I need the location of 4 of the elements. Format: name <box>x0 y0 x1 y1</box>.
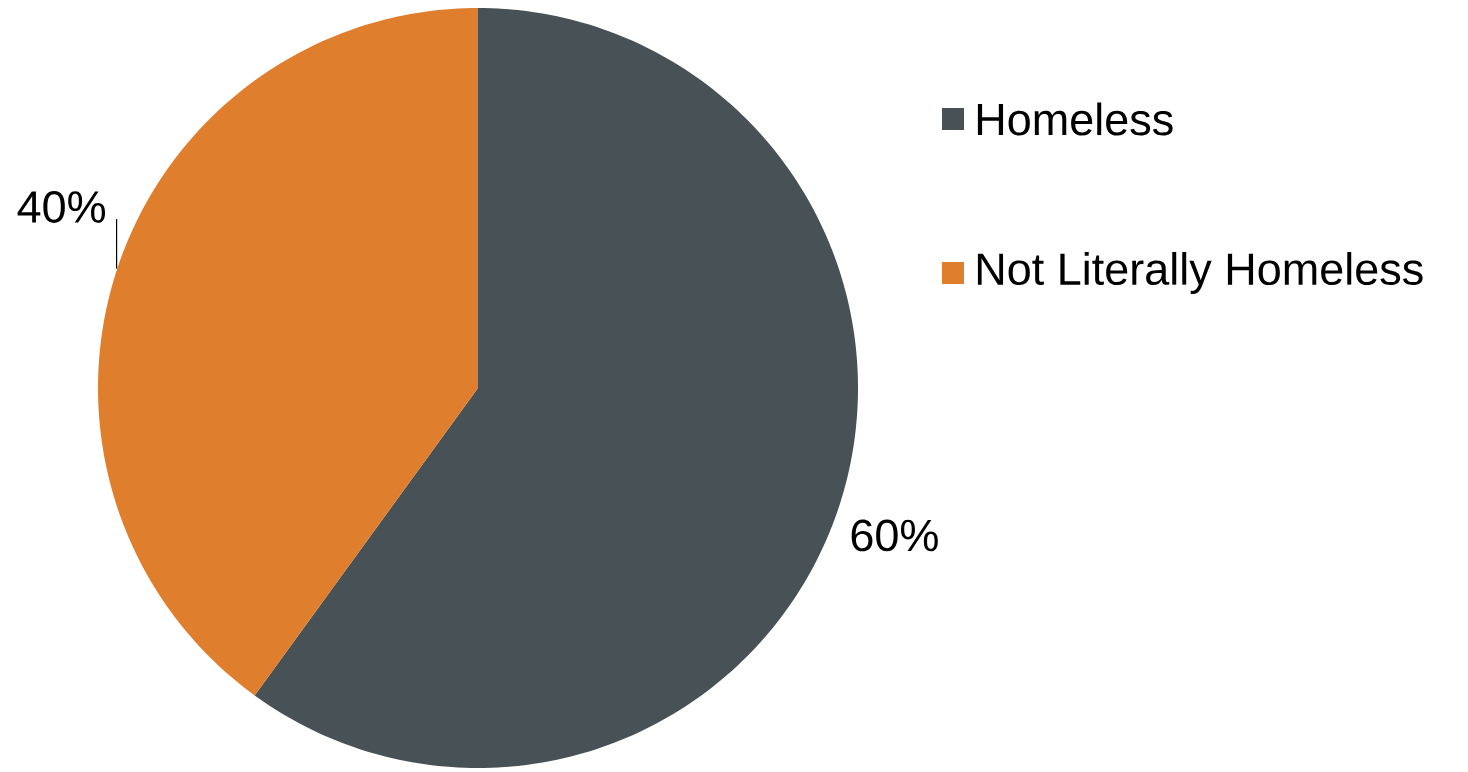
data-label: 40% <box>17 191 106 223</box>
data-label: 60% <box>851 519 938 552</box>
legend-label: Homeless <box>977 102 1173 136</box>
legend-label: Not Literally Homeless <box>977 252 1423 294</box>
